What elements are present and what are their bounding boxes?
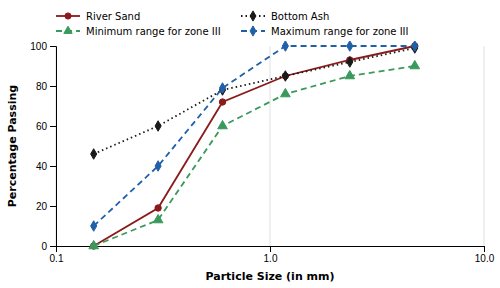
x-tick: 10.0 <box>475 246 495 264</box>
chart: 0.1 1.0 10.0 0 20 40 60 80 100 Particle Size (in … <box>0 0 500 288</box>
grid-line <box>484 46 485 246</box>
y-tick: 100 <box>30 41 56 52</box>
legend-item: Minimum range for zone III <box>56 26 221 37</box>
series <box>89 60 420 248</box>
y-tick: 20 <box>36 201 56 212</box>
y-tick: 0 <box>41 241 56 252</box>
point <box>282 41 288 51</box>
point <box>153 214 163 222</box>
x-axis-line <box>57 247 485 253</box>
point <box>155 121 161 132</box>
legend-marker <box>64 26 72 33</box>
x-axis: 0.1 1.0 10.0 <box>50 246 495 264</box>
y-tick-mark <box>50 126 56 127</box>
y-tick-mark <box>50 86 56 87</box>
y-axis-line <box>50 47 57 247</box>
y-tick-label: 80 <box>36 81 48 92</box>
line <box>94 66 415 246</box>
x-tick-label: 1.0 <box>264 253 278 264</box>
point <box>347 57 353 68</box>
y-tick-label: 20 <box>36 201 48 212</box>
plot: 0.1 1.0 10.0 0 20 40 60 80 100 Particle Size (in … <box>6 41 495 283</box>
legend-label: Minimum range for zone III <box>86 26 221 37</box>
y-tick: 80 <box>36 81 56 92</box>
legend-label: Bottom Ash <box>271 11 329 22</box>
y-tick-label: 40 <box>36 161 48 172</box>
line <box>94 46 415 226</box>
point <box>412 41 418 51</box>
legend-marker <box>250 26 256 36</box>
series <box>91 43 418 160</box>
y-tick: 60 <box>36 121 56 132</box>
legend-item: Bottom Ash <box>241 11 329 22</box>
point <box>219 99 225 105</box>
x-tick-mark <box>484 246 485 252</box>
y-tick-mark <box>50 166 56 167</box>
point <box>219 83 225 94</box>
y-tick: 40 <box>36 161 56 172</box>
y-tick-label: 0 <box>41 241 47 252</box>
x-tick-label: 10.0 <box>475 253 495 264</box>
y-tick-mark <box>50 46 56 47</box>
x-tick: 0.1 <box>50 246 64 264</box>
point <box>282 71 288 82</box>
legend-label: River Sand <box>86 11 140 22</box>
point <box>155 205 161 211</box>
series-area <box>89 41 420 249</box>
point <box>347 41 353 51</box>
point <box>410 60 420 68</box>
legend-item: Maximum range for zone III <box>241 26 409 37</box>
x-tick-label: 0.1 <box>50 253 64 264</box>
y-axis: 0 20 40 60 80 100 <box>30 41 56 252</box>
x-tick-mark <box>270 246 271 252</box>
series <box>90 43 418 249</box>
legend: River Sand Bottom Ash Minimum range for zo… <box>56 11 409 37</box>
point <box>281 88 291 96</box>
series <box>91 41 418 231</box>
legend-marker <box>250 11 256 21</box>
y-tick-label: 60 <box>36 121 48 132</box>
point <box>218 120 228 128</box>
y-tick-mark <box>50 246 56 247</box>
legend-marker <box>65 13 71 19</box>
legend-item: River Sand <box>56 11 140 22</box>
line <box>94 46 415 246</box>
point <box>155 161 161 172</box>
line <box>94 48 415 154</box>
point <box>89 240 99 248</box>
point <box>91 221 97 232</box>
x-axis-title: Particle Size (in mm) <box>205 270 334 283</box>
y-tick-label: 100 <box>30 41 47 52</box>
x-tick: 1.0 <box>264 246 278 264</box>
grid-line <box>270 46 271 246</box>
point <box>91 149 97 160</box>
point <box>345 70 355 78</box>
grid <box>56 46 484 246</box>
y-tick-mark <box>50 206 56 207</box>
legend-label: Maximum range for zone III <box>271 26 409 37</box>
y-axis-title: Percentage Passing <box>6 85 19 207</box>
